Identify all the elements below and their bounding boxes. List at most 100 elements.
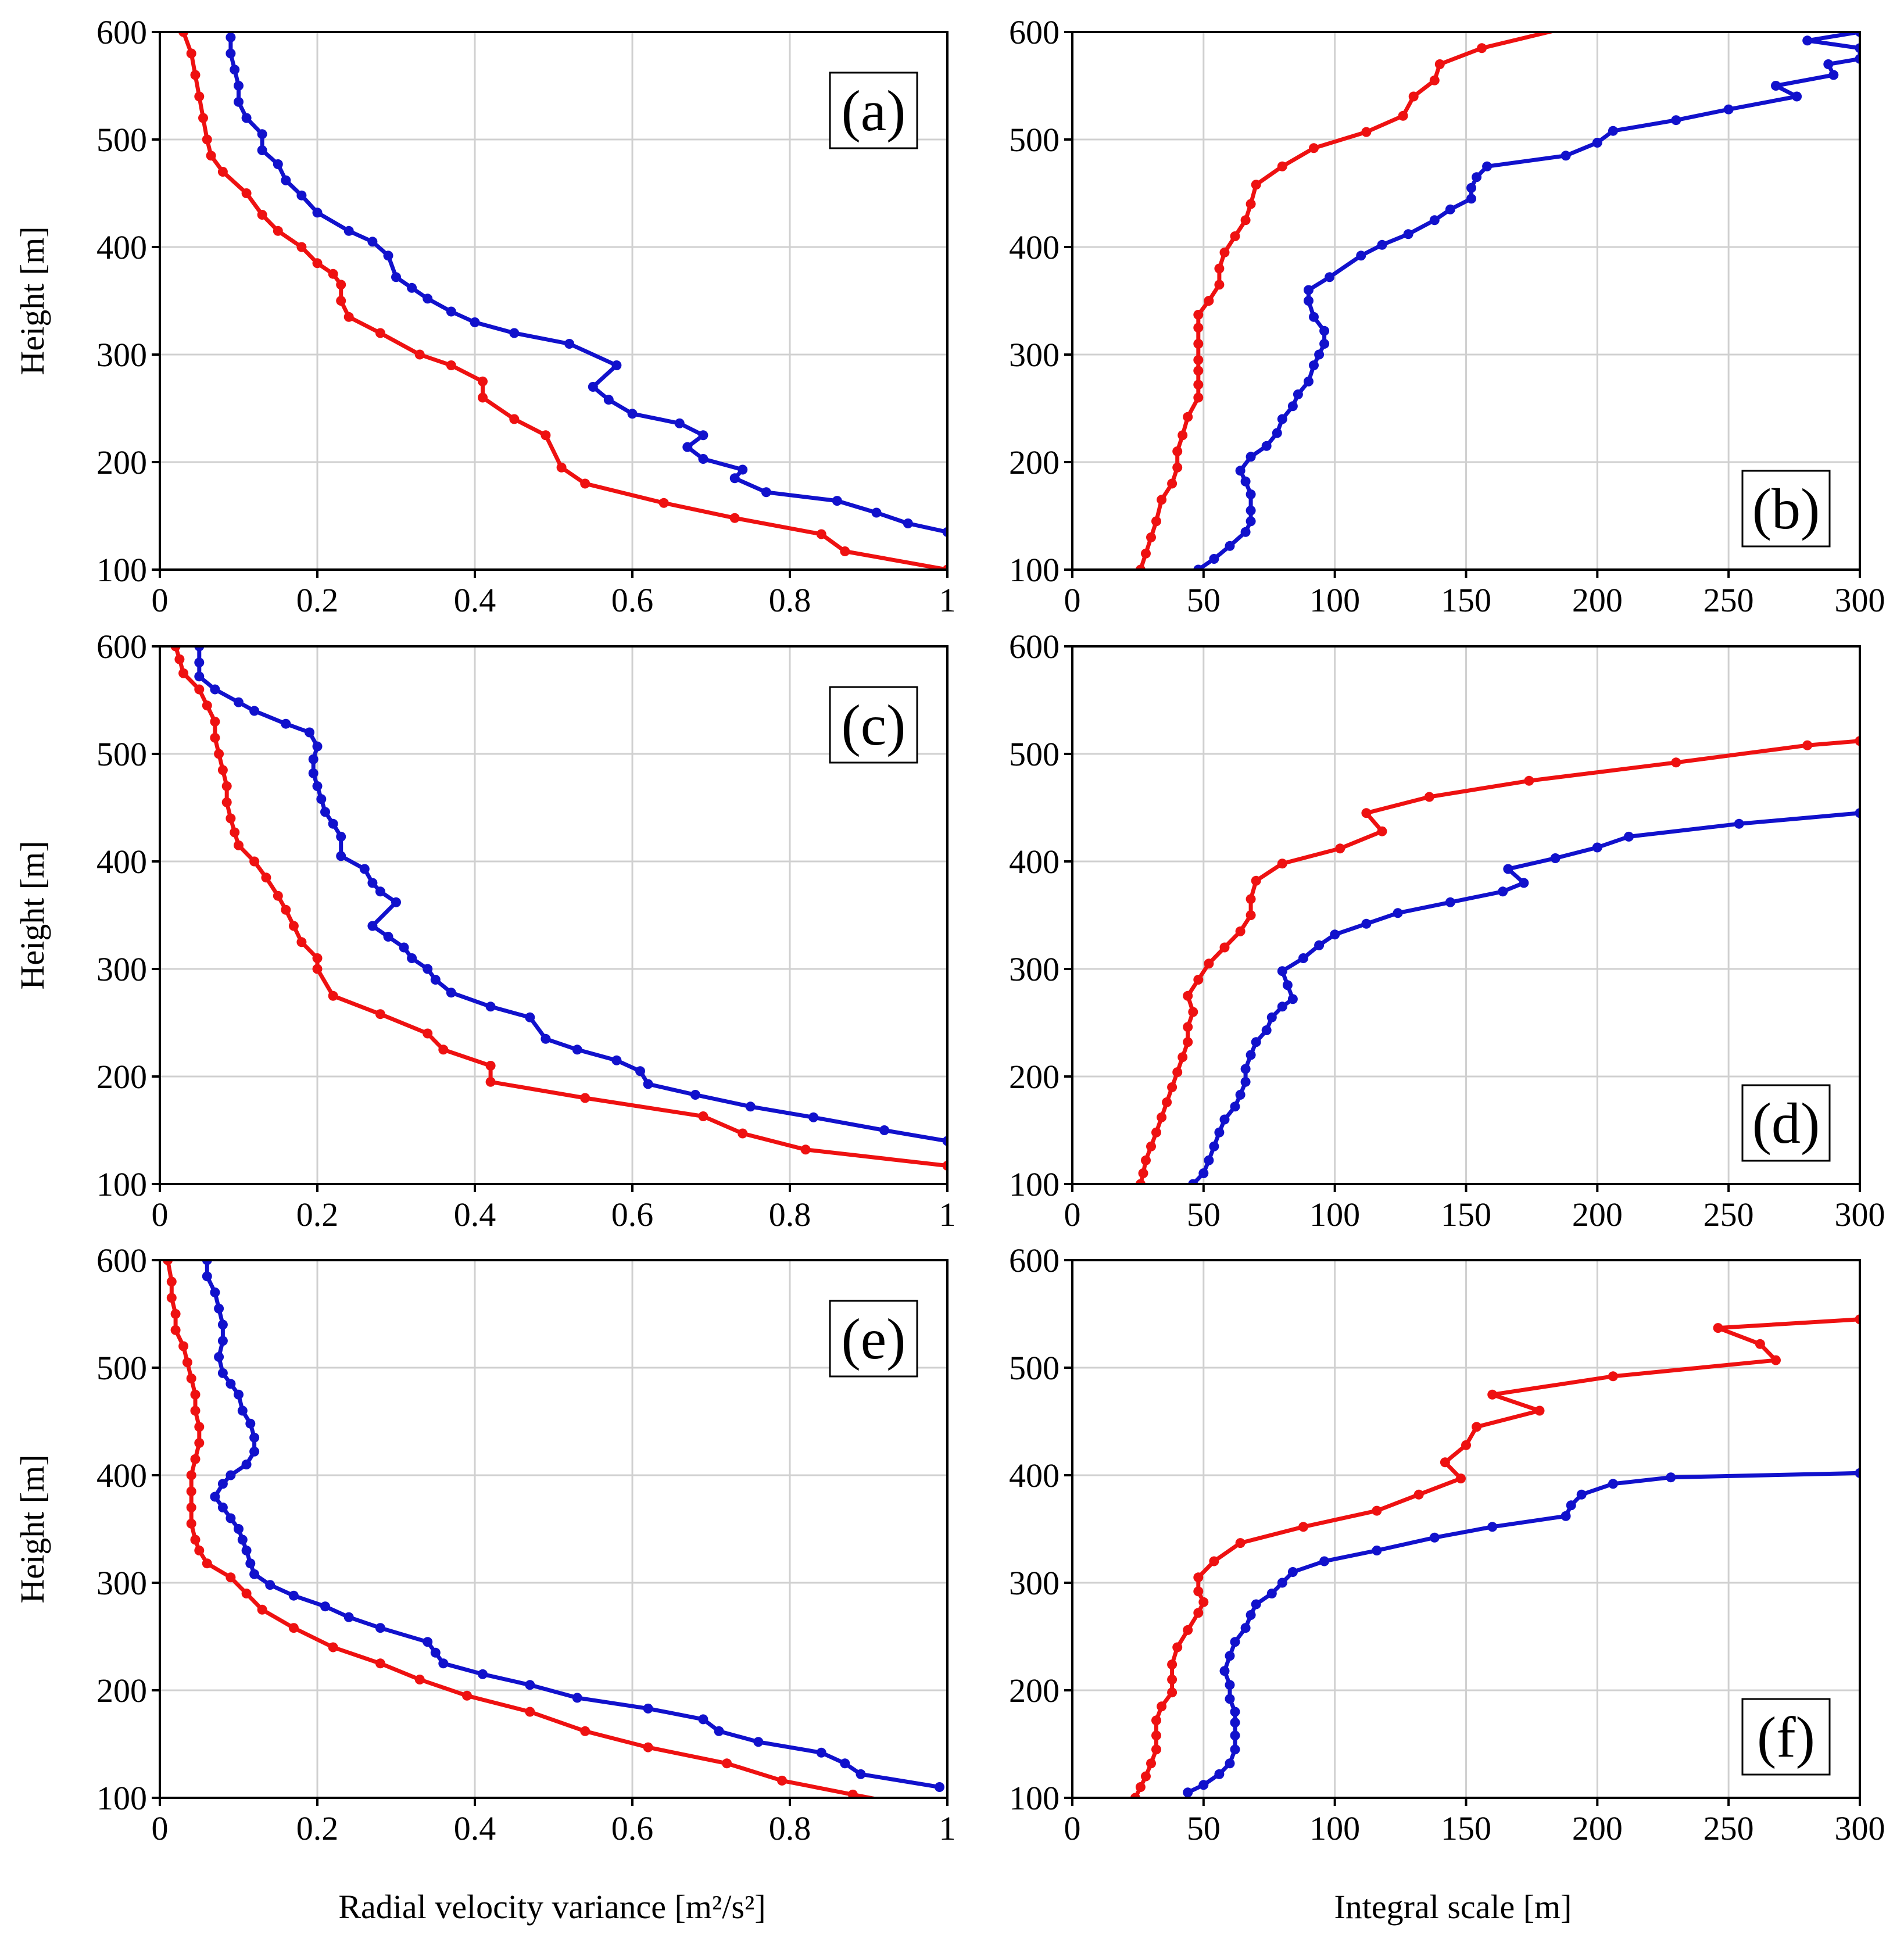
series-blue bbox=[1193, 32, 1860, 570]
data-point-red bbox=[186, 1518, 196, 1529]
data-point-red bbox=[1167, 1659, 1178, 1670]
panel-label-box bbox=[1741, 1698, 1831, 1776]
data-point-blue bbox=[761, 487, 771, 498]
data-point-red bbox=[202, 134, 212, 145]
data-point-blue bbox=[446, 988, 456, 998]
data-point-red bbox=[1167, 478, 1178, 489]
data-point-red bbox=[1151, 1730, 1161, 1741]
data-point-blue bbox=[1261, 1025, 1272, 1035]
x-tick-label: 250 bbox=[1703, 1809, 1754, 1847]
data-point-blue bbox=[1666, 1472, 1676, 1483]
data-point-blue bbox=[217, 1368, 228, 1378]
data-point-red bbox=[1424, 792, 1434, 802]
data-point-blue bbox=[214, 1303, 224, 1314]
data-point-red bbox=[1277, 859, 1287, 869]
data-point-blue bbox=[1592, 138, 1602, 148]
x-tick-label: 300 bbox=[1835, 1196, 1885, 1233]
data-point-blue bbox=[210, 1492, 220, 1502]
panel-label-box bbox=[829, 71, 918, 149]
y-tick-label: 300 bbox=[1009, 1564, 1060, 1602]
data-point-red bbox=[1713, 1323, 1723, 1333]
data-point-blue bbox=[808, 1112, 819, 1122]
data-point-red bbox=[1408, 91, 1419, 102]
data-point-blue bbox=[1240, 1076, 1251, 1087]
data-point-blue bbox=[1287, 1567, 1298, 1577]
data-point-red bbox=[210, 732, 220, 743]
data-point-blue bbox=[1561, 1511, 1571, 1521]
y-tick-label: 100 bbox=[96, 1165, 147, 1203]
x-tick-label: 150 bbox=[1441, 581, 1491, 619]
data-point-red bbox=[1193, 339, 1204, 349]
data-point-red bbox=[423, 1028, 433, 1039]
data-point-red bbox=[194, 684, 205, 695]
data-point-red bbox=[1193, 366, 1204, 376]
y-tick-label: 200 bbox=[96, 443, 147, 481]
data-point-blue bbox=[1304, 376, 1314, 387]
data-point-blue bbox=[1466, 194, 1476, 204]
data-point-blue bbox=[572, 1693, 582, 1703]
data-point-blue bbox=[308, 768, 318, 778]
data-point-red bbox=[1251, 875, 1261, 886]
y-tick-label: 300 bbox=[96, 336, 147, 374]
data-point-red bbox=[241, 1589, 252, 1598]
data-point-red bbox=[556, 462, 567, 473]
data-point-red bbox=[249, 856, 260, 867]
data-point-red bbox=[170, 1325, 181, 1335]
data-point-blue bbox=[1240, 1623, 1251, 1633]
data-point-blue bbox=[407, 282, 417, 293]
series-blue bbox=[226, 32, 947, 537]
data-point-blue bbox=[1277, 966, 1287, 977]
x-tick-label: 250 bbox=[1703, 581, 1754, 619]
data-point-blue bbox=[1246, 516, 1256, 527]
panel-label: (f) bbox=[1757, 1705, 1815, 1769]
y-tick-label: 300 bbox=[96, 950, 147, 988]
data-point-blue bbox=[391, 272, 401, 282]
panel-label: (e) bbox=[842, 1307, 906, 1371]
data-point-red bbox=[1151, 1715, 1161, 1726]
data-point-blue bbox=[1472, 172, 1482, 183]
data-point-blue bbox=[1287, 994, 1298, 1004]
data-point-blue bbox=[1561, 151, 1571, 161]
data-point-red bbox=[166, 1276, 177, 1287]
data-point-blue bbox=[1277, 1578, 1287, 1588]
x-axis-label-variance: Radial velocity variance [m²/s²] bbox=[338, 1888, 765, 1926]
data-point-blue bbox=[1592, 842, 1602, 853]
subplot-c: 0 0.2 0.4 0.6 0.8 1 100 200 300 400 500 600 Height [… bbox=[13, 628, 956, 1233]
data-point-red bbox=[1372, 1505, 1382, 1516]
data-point-blue bbox=[343, 226, 354, 236]
data-point-blue bbox=[1230, 1637, 1240, 1647]
data-point-red bbox=[210, 717, 220, 727]
x-tick-label: 0.2 bbox=[296, 581, 339, 619]
data-point-red bbox=[1671, 757, 1681, 768]
data-point-red bbox=[485, 1076, 496, 1087]
data-point-blue bbox=[316, 794, 327, 804]
data-point-blue bbox=[237, 1535, 248, 1545]
y-tick-label: 400 bbox=[96, 843, 147, 881]
data-point-red bbox=[580, 1093, 590, 1103]
data-point-red bbox=[729, 513, 740, 523]
data-point-red bbox=[312, 953, 323, 963]
data-point-red bbox=[1135, 564, 1146, 570]
data-point-blue bbox=[1225, 541, 1235, 551]
data-point-blue bbox=[1219, 1114, 1230, 1125]
data-point-red bbox=[1193, 310, 1204, 320]
x-tick-label: 50 bbox=[1187, 581, 1221, 619]
data-point-blue bbox=[1277, 1002, 1287, 1012]
data-point-red bbox=[1240, 215, 1251, 226]
data-point-blue bbox=[1855, 808, 1860, 818]
data-point-red bbox=[658, 498, 669, 508]
data-point-red bbox=[1157, 495, 1167, 505]
data-point-red bbox=[1146, 1758, 1156, 1769]
y-tick-label: 300 bbox=[1009, 336, 1060, 374]
data-point-blue bbox=[210, 684, 220, 695]
data-point-red bbox=[1151, 1744, 1161, 1755]
data-point-blue bbox=[1823, 59, 1834, 69]
data-point-blue bbox=[423, 294, 433, 304]
series-red bbox=[163, 1260, 895, 1798]
data-point-red bbox=[1755, 1339, 1765, 1349]
series-blue bbox=[194, 646, 947, 1146]
data-point-red bbox=[1771, 1355, 1781, 1365]
data-point-blue bbox=[1209, 1141, 1219, 1151]
data-point-red bbox=[1193, 380, 1204, 390]
data-point-blue bbox=[729, 473, 740, 484]
